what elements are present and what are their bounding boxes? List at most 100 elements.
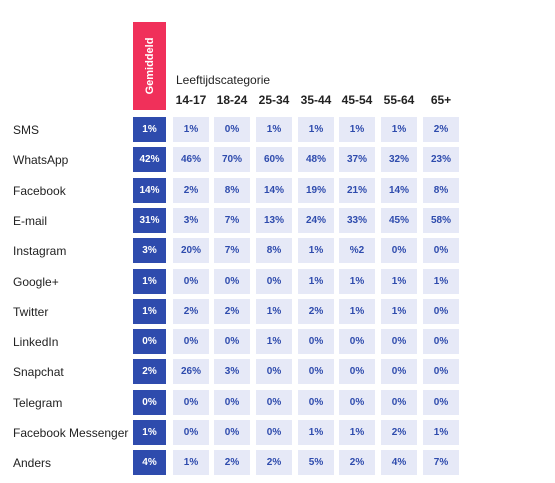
average-value-cell: 42% xyxy=(133,147,166,172)
age-value-cell: 0% xyxy=(339,390,375,415)
age-value-cell: 33% xyxy=(339,208,375,233)
age-value-cell: 1% xyxy=(423,420,459,445)
age-value-cell: 8% xyxy=(423,178,459,203)
average-value-cell: 4% xyxy=(133,450,166,475)
age-value-cell: 0% xyxy=(214,269,250,294)
age-value-cell: 45% xyxy=(381,208,417,233)
platform-label: Snapchat xyxy=(13,365,64,379)
age-value-cell: 7% xyxy=(214,208,250,233)
age-value-cell: 0% xyxy=(339,359,375,384)
age-value-cell: 1% xyxy=(173,450,209,475)
average-value-cell: 0% xyxy=(133,329,166,354)
average-value-cell: 31% xyxy=(133,208,166,233)
age-value-cell: 2% xyxy=(256,450,292,475)
age-value-cell: 1% xyxy=(298,238,334,263)
platform-label: Anders xyxy=(13,456,52,470)
age-value-cell: 24% xyxy=(298,208,334,233)
age-value-cell: 23% xyxy=(423,147,459,172)
age-value-cell: 46% xyxy=(173,147,209,172)
age-value-cell: 1% xyxy=(256,329,292,354)
average-value-cell: 1% xyxy=(133,117,166,142)
average-value-cell: 1% xyxy=(133,299,166,324)
platform-label: Instagram xyxy=(13,244,67,258)
age-value-cell: 60% xyxy=(256,147,292,172)
age-group-label: 14-17 xyxy=(175,93,207,107)
age-value-cell: 2% xyxy=(214,450,250,475)
age-value-cell: 7% xyxy=(214,238,250,263)
age-value-cell: 0% xyxy=(423,329,459,354)
age-value-cell: 14% xyxy=(256,178,292,203)
age-group-label: 25-34 xyxy=(258,93,290,107)
age-group-label: 18-24 xyxy=(216,93,248,107)
age-value-cell: 7% xyxy=(423,450,459,475)
age-value-cell: 0% xyxy=(381,359,417,384)
age-value-cell: 0% xyxy=(423,238,459,263)
platform-label: Facebook Messenger xyxy=(13,426,129,440)
age-value-cell: 20% xyxy=(173,238,209,263)
age-value-cell: 0% xyxy=(256,359,292,384)
age-value-cell: 1% xyxy=(339,420,375,445)
age-value-cell: 2% xyxy=(214,299,250,324)
average-column-header: Gemiddeld xyxy=(133,22,166,110)
age-value-cell: 0% xyxy=(298,390,334,415)
age-group-label: 45-54 xyxy=(341,93,373,107)
age-value-cell: 26% xyxy=(173,359,209,384)
age-value-cell: 0% xyxy=(256,390,292,415)
age-value-cell: 1% xyxy=(298,420,334,445)
age-value-cell: 1% xyxy=(173,117,209,142)
age-value-cell: 0% xyxy=(256,420,292,445)
age-group-label: 65+ xyxy=(430,93,452,107)
age-value-cell: 21% xyxy=(339,178,375,203)
age-value-cell: 13% xyxy=(256,208,292,233)
age-value-cell: 2% xyxy=(339,450,375,475)
age-value-cell: 0% xyxy=(173,269,209,294)
average-value-cell: 0% xyxy=(133,390,166,415)
age-value-cell: 32% xyxy=(381,147,417,172)
platform-label: WhatsApp xyxy=(13,153,69,167)
age-value-cell: 0% xyxy=(339,329,375,354)
age-value-cell: 3% xyxy=(214,359,250,384)
platform-label: E-mail xyxy=(13,214,48,228)
platform-label: Twitter xyxy=(13,305,49,319)
age-value-cell: 14% xyxy=(381,178,417,203)
age-value-cell: 0% xyxy=(173,420,209,445)
age-value-cell: 1% xyxy=(339,117,375,142)
age-value-cell: 0% xyxy=(214,329,250,354)
age-value-cell: 0% xyxy=(214,420,250,445)
average-value-cell: 1% xyxy=(133,420,166,445)
age-group-label: 35-44 xyxy=(300,93,332,107)
age-value-cell: 1% xyxy=(423,269,459,294)
age-value-cell: 0% xyxy=(173,390,209,415)
age-value-cell: 0% xyxy=(423,390,459,415)
age-value-cell: 1% xyxy=(298,269,334,294)
average-value-cell: 3% xyxy=(133,238,166,263)
age-value-cell: 0% xyxy=(381,329,417,354)
age-value-cell: 1% xyxy=(256,117,292,142)
age-value-cell: 70% xyxy=(214,147,250,172)
age-value-cell: 19% xyxy=(298,178,334,203)
platform-label: Facebook xyxy=(13,184,66,198)
age-value-cell: 1% xyxy=(381,299,417,324)
age-value-cell: 0% xyxy=(381,238,417,263)
age-value-cell: 1% xyxy=(298,117,334,142)
age-value-cell: 0% xyxy=(256,269,292,294)
age-value-cell: 4% xyxy=(381,450,417,475)
platform-label: LinkedIn xyxy=(13,335,59,349)
age-value-cell: 0% xyxy=(298,359,334,384)
age-group-title: Leeftijdscategorie xyxy=(176,73,271,87)
age-value-cell: 0% xyxy=(423,359,459,384)
age-value-cell: 8% xyxy=(214,178,250,203)
platform-label: Telegram xyxy=(13,396,63,410)
age-value-cell: 2% xyxy=(173,299,209,324)
average-value-cell: 2% xyxy=(133,359,166,384)
age-value-cell: 2% xyxy=(423,117,459,142)
age-value-cell: 0% xyxy=(173,329,209,354)
age-group-label: 55-64 xyxy=(383,93,415,107)
age-value-cell: 48% xyxy=(298,147,334,172)
average-header-label: Gemiddeld xyxy=(143,37,156,95)
average-value-cell: 1% xyxy=(133,269,166,294)
age-value-cell: 37% xyxy=(339,147,375,172)
age-value-cell: 0% xyxy=(381,390,417,415)
age-value-cell: 1% xyxy=(339,269,375,294)
